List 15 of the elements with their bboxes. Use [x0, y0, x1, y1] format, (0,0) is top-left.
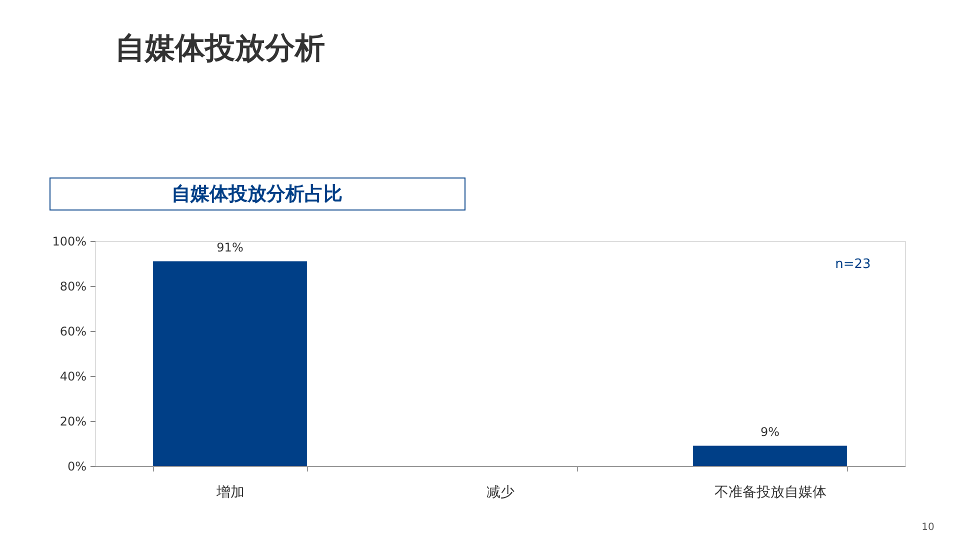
y-tick-label: 80% [60, 280, 86, 294]
chart-subtitle: 自媒体投放分析占比 [172, 183, 342, 205]
y-tick-label: 100% [52, 234, 86, 248]
x-tick-label: 不准备投放自媒体 [714, 484, 826, 500]
annotation: n=23 [835, 257, 871, 272]
y-tick-label: 0% [67, 460, 86, 474]
y-tick-label: 60% [60, 324, 86, 338]
x-tick-label: 增加 [216, 484, 244, 500]
y-tick-label: 40% [60, 370, 86, 384]
y-tick-label: 20% [60, 414, 86, 428]
x-tick-label: 减少 [486, 484, 514, 500]
data-label: 91% [216, 240, 244, 254]
text: 10 [922, 522, 934, 533]
chart-title: 自媒体投放分析 [115, 31, 325, 66]
data-label: 9% [760, 424, 780, 439]
